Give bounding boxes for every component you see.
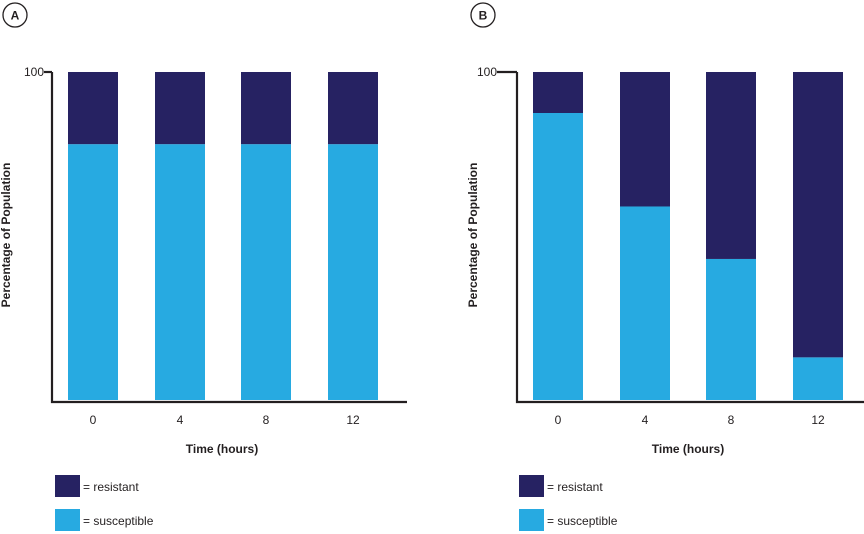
axis-lines bbox=[50, 72, 407, 404]
axis-lines bbox=[515, 72, 864, 404]
bar-susceptible-0 bbox=[68, 144, 118, 400]
panel-letter: B bbox=[479, 9, 488, 23]
legend-label-resistant: = resistant bbox=[547, 480, 603, 494]
panel-b: B Percentage of Population 100 0 4 8 12 … bbox=[466, 2, 864, 531]
bar-susceptible-8 bbox=[706, 258, 756, 400]
x-tick-label: 8 bbox=[263, 413, 270, 427]
panel-letter: A bbox=[11, 9, 20, 23]
x-tick-label: 12 bbox=[811, 413, 825, 427]
bar-resistant-12 bbox=[793, 72, 843, 358]
y-axis-title: Percentage of Population bbox=[0, 163, 13, 308]
bar-resistant-0 bbox=[533, 72, 583, 113]
bar-resistant-12 bbox=[328, 72, 378, 145]
bars-group bbox=[68, 72, 378, 400]
bar-susceptible-4 bbox=[155, 144, 205, 400]
y-tick-label: 100 bbox=[477, 65, 497, 79]
bar-resistant-8 bbox=[706, 72, 756, 259]
panel-a: A Percentage of Population 100 0 4 8 12 … bbox=[0, 2, 407, 531]
legend-swatch-susceptible bbox=[519, 509, 544, 531]
y-tick-label: 100 bbox=[24, 65, 44, 79]
legend-label-susceptible: = susceptible bbox=[83, 514, 154, 528]
bar-resistant-4 bbox=[155, 72, 205, 145]
x-axis-title: Time (hours) bbox=[186, 442, 258, 456]
bar-resistant-4 bbox=[620, 72, 670, 207]
bars-group bbox=[533, 72, 843, 400]
bar-susceptible-0 bbox=[533, 113, 583, 400]
bar-susceptible-12 bbox=[793, 357, 843, 400]
panel-letter-circle bbox=[2, 2, 28, 28]
bar-resistant-0 bbox=[68, 72, 118, 145]
bar-resistant-8 bbox=[241, 72, 291, 145]
legend-swatch-resistant bbox=[55, 475, 80, 497]
bar-susceptible-12 bbox=[328, 144, 378, 400]
x-tick-label: 4 bbox=[642, 413, 649, 427]
legend-label-susceptible: = susceptible bbox=[547, 514, 618, 528]
x-tick-label: 8 bbox=[728, 413, 735, 427]
bar-susceptible-4 bbox=[620, 206, 670, 400]
x-axis-title: Time (hours) bbox=[652, 442, 724, 456]
x-tick-label: 0 bbox=[555, 413, 562, 427]
legend-swatch-resistant bbox=[519, 475, 544, 497]
legend-label-resistant: = resistant bbox=[83, 480, 139, 494]
x-tick-label: 4 bbox=[177, 413, 184, 427]
bar-susceptible-8 bbox=[241, 144, 291, 400]
x-tick-label: 12 bbox=[346, 413, 360, 427]
x-tick-label: 0 bbox=[90, 413, 97, 427]
y-axis-title: Percentage of Population bbox=[466, 163, 480, 308]
panel-letter-circle bbox=[470, 2, 496, 28]
legend-swatch-susceptible bbox=[55, 509, 80, 531]
